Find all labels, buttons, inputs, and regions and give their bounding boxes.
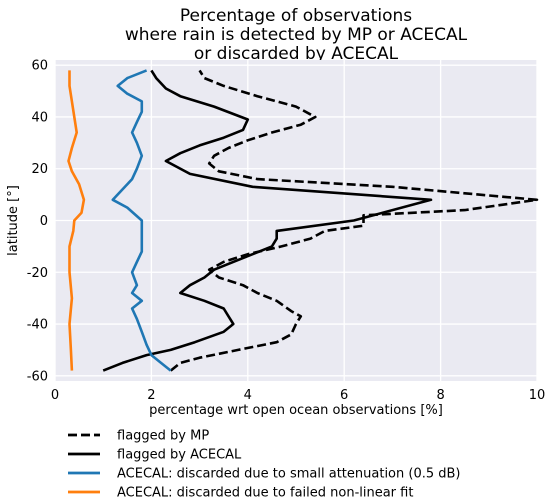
x-tick-label: 4 — [244, 388, 252, 403]
y-tick-label: 20 — [31, 162, 48, 177]
legend-label: ACECAL: discarded due to failed non-line… — [117, 486, 413, 500]
y-tick-label: -40 — [27, 318, 48, 333]
y-axis-ticks: -60 -40 -20 0 20 40 60 — [27, 59, 48, 385]
series-line-3 — [111, 69, 172, 372]
grid — [54, 60, 538, 381]
x-tick-label: 6 — [340, 388, 348, 403]
y-tick-label: -60 — [27, 369, 48, 384]
legend-label: flagged by ACECAL — [117, 448, 242, 463]
legend-label: ACECAL: discarded due to small attenuati… — [117, 467, 461, 482]
series-line-4 — [67, 70, 86, 371]
series-lines — [67, 69, 539, 372]
x-tick-label: 0 — [51, 388, 59, 403]
x-axis-label: percentage wrt open ocean observations [… — [149, 403, 443, 418]
series-line-1 — [169, 69, 539, 372]
y-tick-label: 40 — [31, 110, 48, 125]
legend-label: flagged by MP — [117, 429, 209, 444]
x-tick-label: 2 — [147, 388, 155, 403]
y-axis-label: latitude [°] — [6, 185, 21, 256]
x-tick-label: 8 — [436, 388, 444, 403]
y-tick-label: 60 — [31, 59, 48, 74]
legend: flagged by MP flagged by ACECAL ACECAL: di… — [68, 429, 461, 500]
series-line-2 — [102, 69, 433, 372]
y-tick-label: 0 — [40, 214, 48, 229]
x-tick-label: 10 — [529, 388, 546, 403]
x-axis-ticks: 0 2 4 6 8 10 — [51, 388, 545, 403]
title-line: where rain is detected by MP or ACECAL — [125, 25, 468, 45]
title-line: Percentage of observations — [180, 6, 412, 26]
y-tick-label: -20 — [27, 266, 48, 281]
title-line: or discarded by ACECAL — [194, 44, 399, 64]
